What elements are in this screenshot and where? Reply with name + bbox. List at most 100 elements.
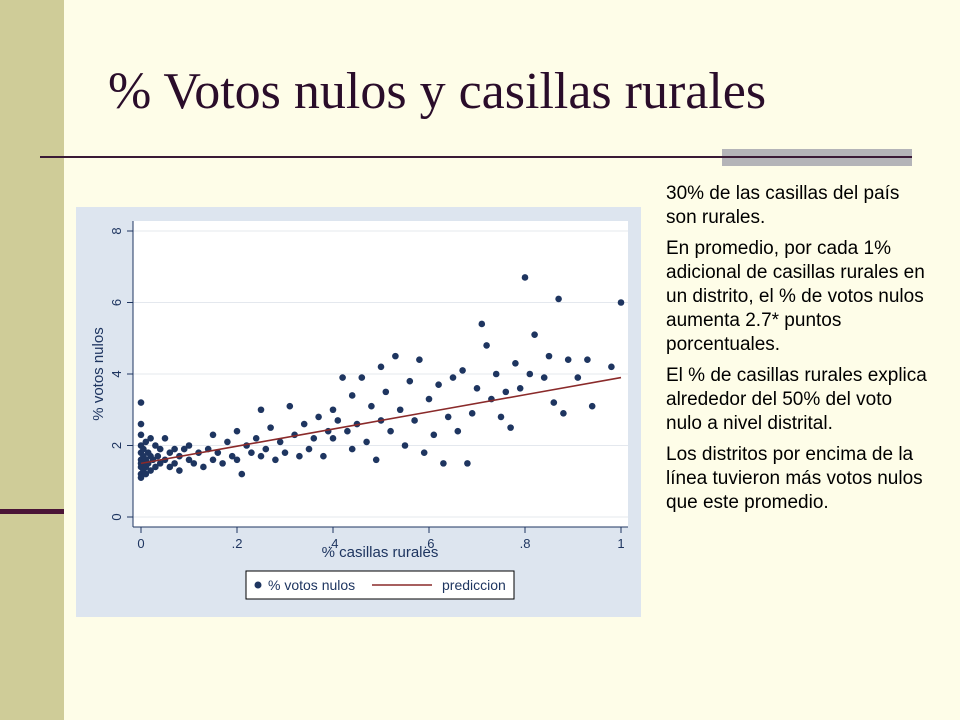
scatter-point bbox=[545, 352, 553, 360]
scatter-point bbox=[161, 435, 169, 442]
scatter-point bbox=[276, 438, 284, 446]
scatter-point bbox=[358, 374, 366, 381]
scatter-point bbox=[512, 359, 519, 367]
x-tick-label: .8 bbox=[520, 536, 531, 551]
scatter-point bbox=[252, 435, 260, 442]
scatter-point bbox=[233, 427, 241, 435]
scatter-point bbox=[154, 452, 162, 460]
sidebar-band bbox=[0, 0, 64, 720]
scatter-point bbox=[406, 377, 414, 385]
x-axis-title: % casillas rurales bbox=[322, 544, 439, 561]
scatter-point bbox=[344, 427, 351, 435]
scatter-point bbox=[262, 445, 270, 453]
scatter-point bbox=[190, 460, 198, 467]
scatter-point bbox=[425, 395, 433, 403]
scatter-point bbox=[382, 388, 390, 396]
note-paragraph: Los distritos por encima de la línea tuv… bbox=[666, 444, 923, 513]
scatter-point bbox=[281, 449, 289, 456]
scatter-point bbox=[296, 452, 303, 460]
scatter-point bbox=[233, 456, 241, 464]
scatter-point bbox=[147, 435, 154, 442]
scatter-point bbox=[574, 374, 582, 381]
scatter-point bbox=[238, 470, 246, 478]
scatter-point bbox=[387, 427, 394, 435]
y-tick-label: 6 bbox=[109, 299, 124, 306]
scatter-point bbox=[440, 460, 447, 467]
y-axis-title: % votos nulos bbox=[90, 327, 107, 420]
scatter-point bbox=[478, 320, 486, 328]
x-tick-label: .2 bbox=[232, 536, 243, 551]
scatter-point bbox=[137, 474, 145, 481]
scatter-point bbox=[372, 456, 380, 464]
scatter-point bbox=[137, 399, 145, 406]
scatter-point bbox=[507, 424, 514, 431]
x-tick-label: 0 bbox=[137, 536, 144, 551]
y-tick-label: 4 bbox=[109, 370, 124, 377]
scatter-point bbox=[166, 449, 174, 456]
scatter-point bbox=[502, 388, 510, 396]
legend: % votos nulos prediccion bbox=[245, 570, 515, 600]
scatter-point bbox=[588, 402, 596, 410]
scatter-point bbox=[209, 456, 217, 464]
legend-marker-points bbox=[254, 581, 262, 589]
scatter-point bbox=[176, 467, 183, 474]
scatter-point bbox=[214, 449, 222, 456]
scatter-point bbox=[526, 370, 534, 378]
scatter-point bbox=[137, 420, 145, 428]
scatter-point bbox=[363, 438, 370, 446]
scatter-point bbox=[555, 295, 562, 303]
chart-panel: 0 2 4 6 8 0 .2 .4 .6 .8 1 % casillas rurales % vot… bbox=[76, 207, 641, 617]
scatter-point bbox=[305, 445, 313, 453]
scatter-point bbox=[401, 442, 409, 449]
scatter-point bbox=[320, 452, 327, 460]
scatter-point bbox=[430, 431, 438, 439]
x-tick-label: .6 bbox=[424, 536, 435, 551]
note-paragraph: El % de casillas rurales explica alreded… bbox=[666, 365, 927, 434]
grid-layer bbox=[133, 230, 628, 518]
scatter-point bbox=[310, 435, 318, 442]
scatter-point bbox=[156, 445, 164, 453]
scatter-point bbox=[248, 449, 255, 456]
scatter-point bbox=[257, 452, 265, 460]
scatter-point bbox=[435, 381, 442, 389]
scatter-point bbox=[334, 417, 342, 424]
notes-panel: 30% de las casillas del país son rurales… bbox=[666, 182, 928, 522]
scatter-point bbox=[171, 445, 178, 453]
scatter-point bbox=[368, 402, 375, 410]
scatter-point bbox=[140, 445, 147, 453]
scatter-point bbox=[209, 431, 217, 439]
title-underline-overlay bbox=[722, 156, 912, 158]
legend-label-line: prediccion bbox=[442, 577, 506, 593]
scatter-point bbox=[147, 467, 154, 474]
axis-layer: 0 2 4 6 8 0 .2 .4 .6 .8 1 bbox=[109, 221, 628, 551]
scatter-point bbox=[468, 410, 476, 417]
scatter-point bbox=[492, 370, 500, 378]
scatter-point bbox=[608, 363, 615, 371]
scatter-point bbox=[315, 413, 322, 421]
scatter-point bbox=[348, 445, 356, 453]
scatter-point bbox=[617, 299, 625, 306]
scatter-point bbox=[411, 417, 418, 424]
scatter-point bbox=[142, 470, 150, 478]
legend-label-points: % votos nulos bbox=[268, 577, 355, 593]
scatter-point bbox=[156, 460, 164, 467]
scatter-point bbox=[473, 385, 481, 392]
scatter-point bbox=[584, 356, 591, 363]
title-underline bbox=[40, 156, 912, 158]
note-paragraph: En promedio, por cada 1% adicional de ca… bbox=[666, 238, 925, 355]
scatter-point bbox=[224, 438, 231, 446]
scatter-point bbox=[483, 342, 490, 349]
scatter-point bbox=[152, 442, 159, 449]
scatter-chart: 0 2 4 6 8 0 .2 .4 .6 .8 1 % casillas rurales % vot… bbox=[90, 221, 628, 600]
scatter-point bbox=[329, 435, 337, 442]
y-tick-label: 0 bbox=[109, 513, 124, 520]
scatter-point bbox=[348, 392, 356, 399]
scatter-point bbox=[329, 406, 337, 414]
scatter-point bbox=[540, 374, 548, 381]
scatter-point bbox=[300, 420, 308, 428]
scatter-point bbox=[449, 374, 457, 381]
note-paragraph: 30% de las casillas del país son rurales… bbox=[666, 183, 900, 228]
y-tick-label: 8 bbox=[109, 227, 124, 234]
scatter-point bbox=[444, 413, 452, 421]
scatter-point bbox=[219, 460, 226, 467]
